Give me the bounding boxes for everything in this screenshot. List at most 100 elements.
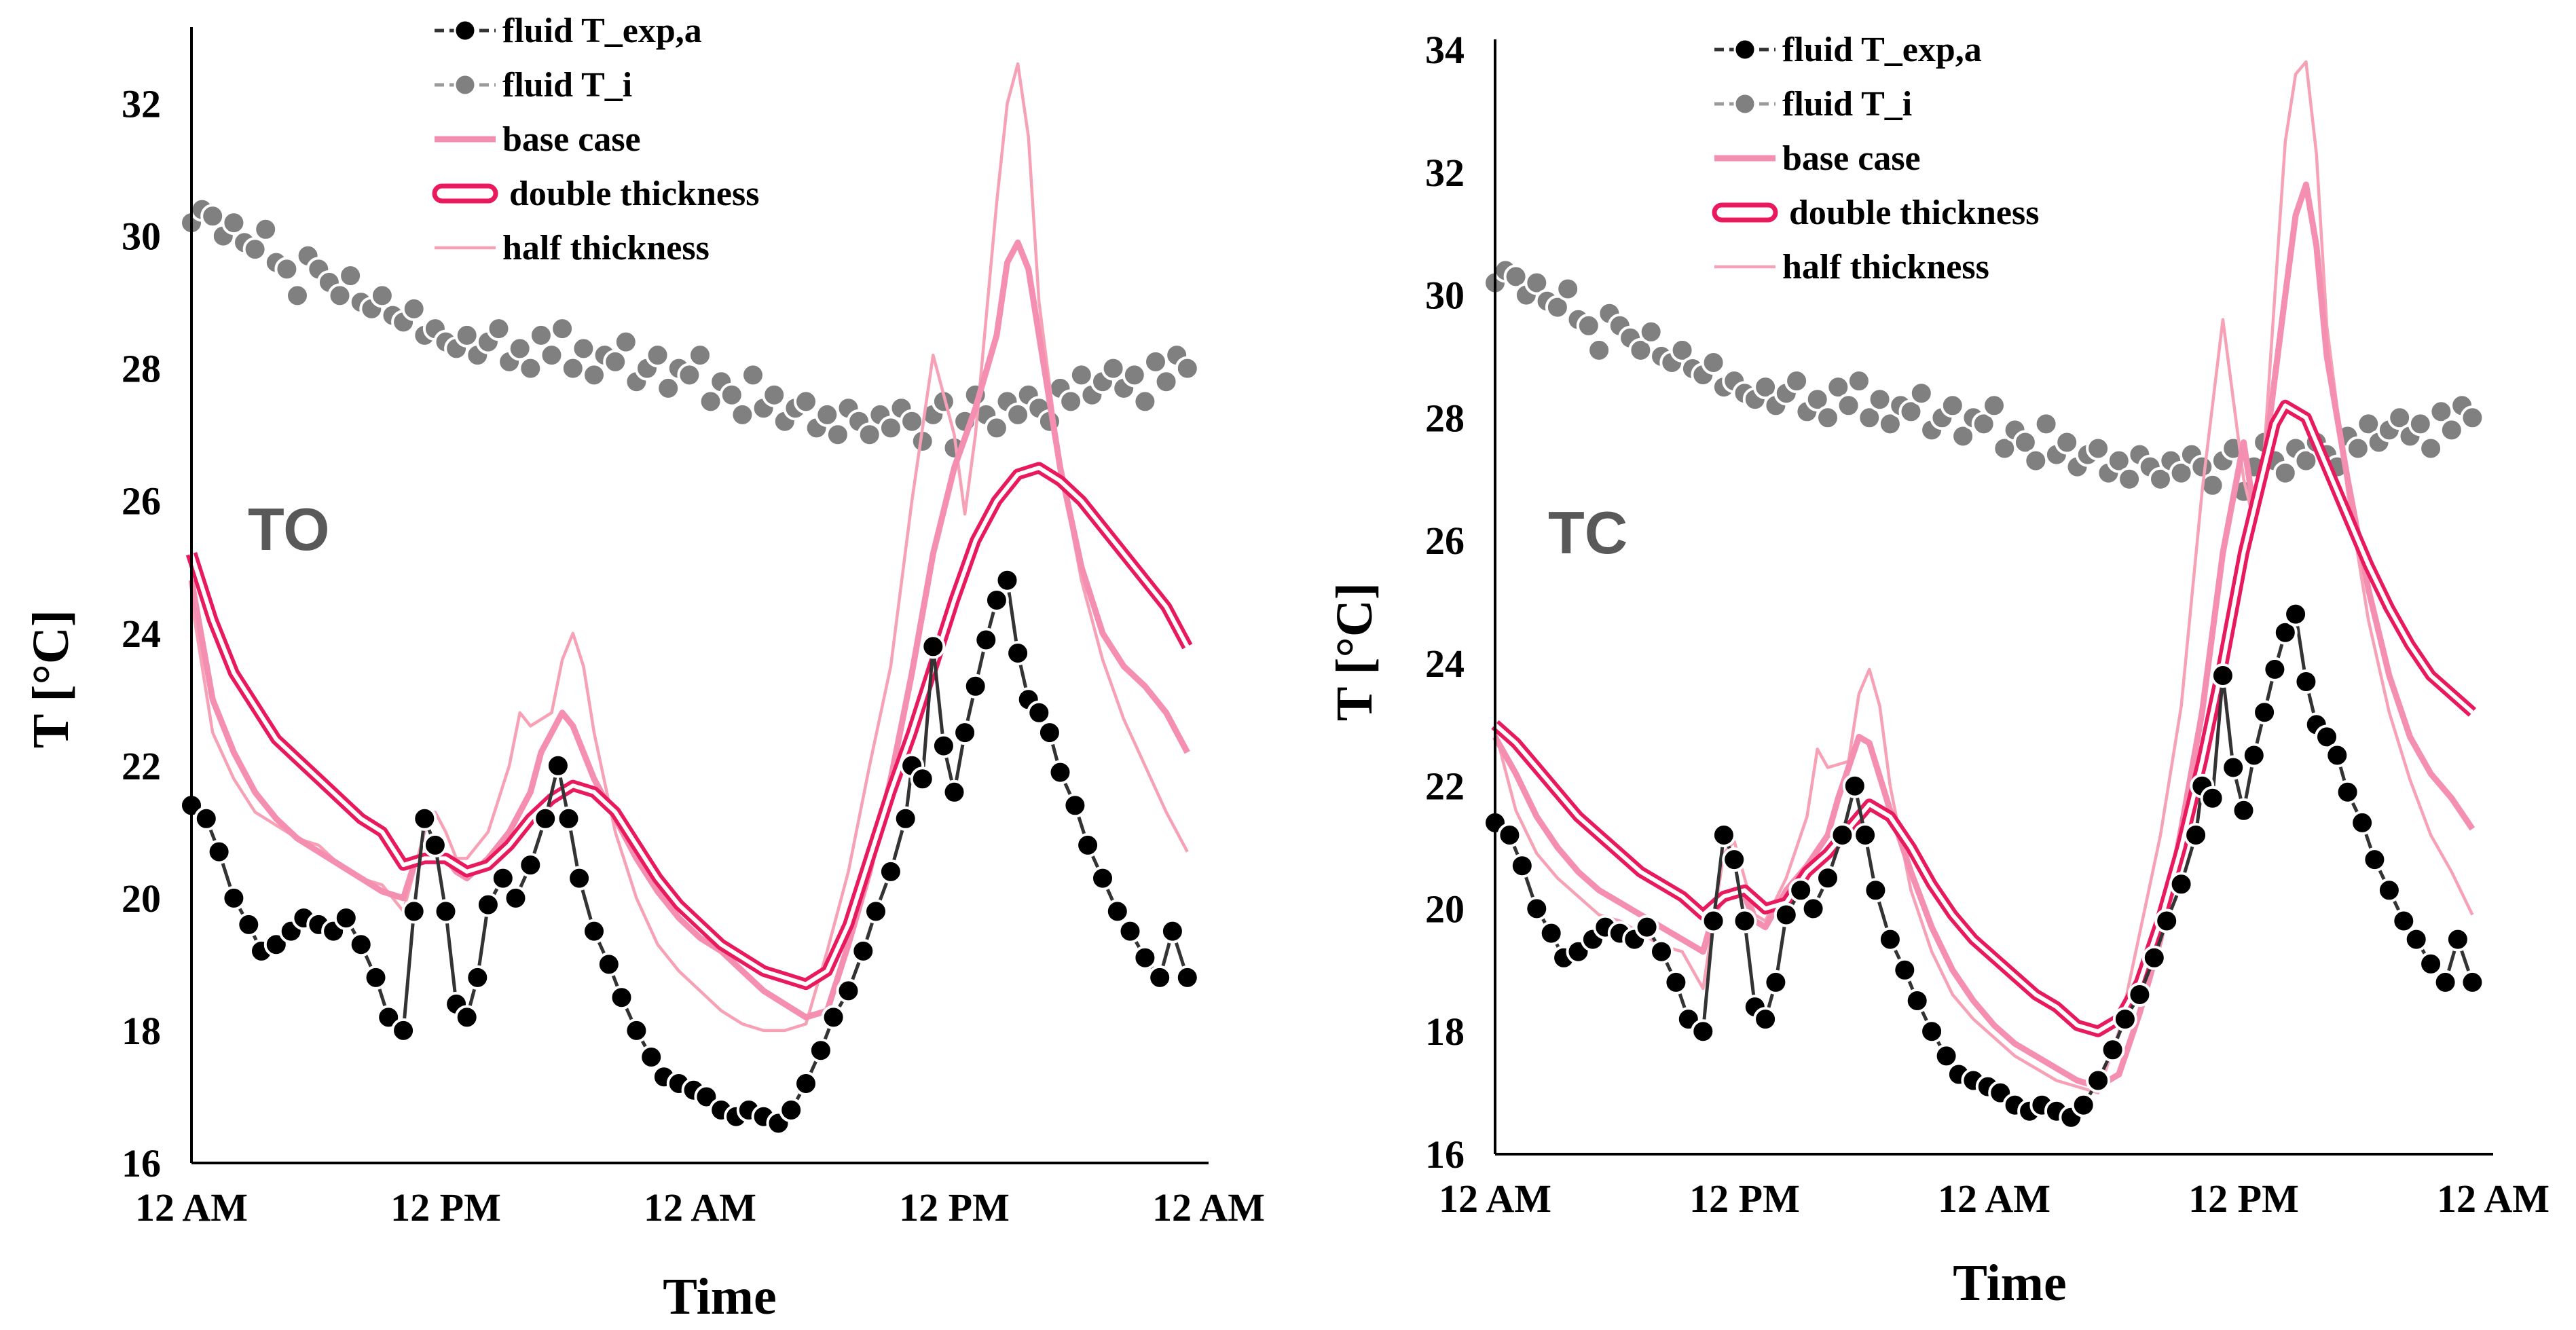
legend-marker [1733,92,1756,115]
data-point [2154,908,2179,934]
data-point [1867,387,1892,412]
data-point [1853,823,1878,847]
data-point [253,217,278,242]
data-point [556,806,581,831]
data-point [200,204,225,229]
data-point [984,415,1009,441]
data-point [518,853,543,878]
y-tick-label: 26 [122,479,161,523]
data-point [327,283,352,308]
data-point [221,885,246,910]
data-point [550,316,575,341]
data-point [2294,669,2319,694]
data-point [900,409,925,434]
data-point [333,906,358,931]
data-point [931,733,956,758]
data-point [1147,965,1173,990]
data-point [2418,951,2444,976]
data-point [2117,466,2142,492]
data-point [582,363,606,388]
legend-label: double thickness [1789,193,2039,232]
y-tick-label: 30 [122,215,161,259]
series-line [189,62,1189,1033]
data-point [2210,663,2235,688]
data-point [836,978,861,1003]
data-point [1773,902,1799,927]
data-point [1982,393,2006,418]
data-point [1971,411,1996,437]
data-point [1133,389,1158,414]
data-point [1497,823,1522,847]
data-point [433,899,458,924]
data-point [1075,832,1101,857]
data-point [2335,779,2360,805]
data-point [285,283,310,308]
legend-item-fluid-t-i: fluid T_i [1714,85,1912,124]
data-point [571,336,596,361]
legend-marker [454,19,477,42]
data-point [2325,743,2350,768]
data-point [1801,896,1826,921]
data-point [1701,350,1726,375]
data-point [2408,411,2433,437]
y-tick-label: 16 [1425,1132,1465,1177]
data-point [1545,295,1570,320]
x-tick-label: 12 AM [2437,1177,2550,1221]
series-fluid-t-exp-a [1483,602,2485,1130]
data-point [567,866,592,891]
y-axis-ticks: 16 18 20 22 24 26 28 30 32 34 [1425,28,1465,1177]
data-point [401,899,426,924]
data-point [1919,1019,1945,1044]
x-tick-label: 12 AM [135,1185,248,1230]
y-tick-label: 32 [122,82,161,126]
x-axis-title: Time [1953,1255,2066,1312]
data-point [1006,641,1031,665]
data-point [1711,823,1736,847]
legend-label: half thickness [502,229,710,267]
series-half-thickness [1493,60,2474,1094]
data-point [1842,773,1867,798]
data-point [1118,919,1143,944]
data-point [1175,356,1200,381]
data-point [2404,927,2429,952]
data-point [942,779,967,805]
data-point [1877,411,1902,437]
y-tick-label: 22 [1425,764,1465,809]
data-point [221,210,246,236]
data-point [963,673,988,699]
data-point [1722,847,1747,872]
data-point [1143,349,1168,374]
x-tick-label: 12 PM [390,1185,501,1230]
legend-label: base case [1782,139,1921,178]
data-point [2012,430,2038,455]
data-point [412,806,437,831]
panel-label-tc: TC [1548,499,1627,566]
data-point [984,588,1009,612]
data-point [2141,945,2167,970]
legend-label: fluid T_exp,a [1782,31,1982,69]
data-point [528,322,553,348]
data-point [507,336,532,361]
data-point [2184,823,2209,847]
data-point [1892,957,1917,982]
legend-item-base-case: base case [435,120,641,159]
axes-lines [1494,39,2493,1156]
data-point [639,1045,664,1069]
data-point [1059,389,1084,414]
x-axis-title: Time [663,1268,776,1325]
data-point [893,806,918,831]
data-point [1101,356,1126,381]
y-tick-label: 28 [1425,396,1465,440]
y-tick-label: 22 [122,744,161,788]
data-point [2350,810,2375,835]
y-tick-label: 18 [1425,1010,1465,1054]
x-axis-ticks: 12 AM 12 PM 12 AM 12 PM 12 AM [1439,1177,2550,1221]
data-point [1160,919,1185,944]
data-point [2362,847,2387,872]
data-point [1634,915,1659,940]
data-point [348,932,373,957]
data-point [2439,418,2464,443]
